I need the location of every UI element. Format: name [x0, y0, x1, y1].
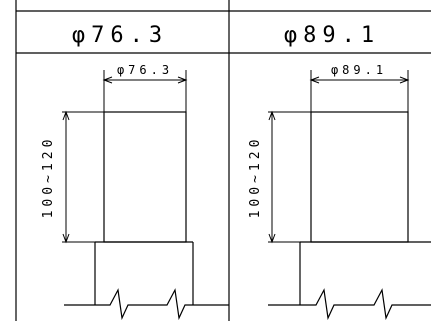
height-arrow-bottom	[62, 233, 70, 244]
height-arrow-top	[62, 110, 70, 121]
width-arrow-left	[102, 76, 113, 84]
column-2-drawing: φ89.1 100~120	[248, 63, 431, 321]
width-arrow-right	[399, 76, 410, 84]
width-arrow-left	[309, 76, 320, 84]
post	[103, 111, 187, 243]
height-label: 100~120	[248, 136, 263, 219]
column-1-drawing: φ76.3 100~120	[41, 63, 229, 321]
column-header-1: φ76.3	[72, 23, 168, 48]
height-arrow-top	[268, 110, 276, 121]
ground-break-line	[64, 288, 229, 321]
width-label: φ89.1	[331, 63, 387, 77]
table-grid	[15, 0, 431, 321]
width-arrow-right	[177, 76, 188, 84]
height-label: 100~120	[41, 136, 56, 219]
post	[310, 111, 409, 243]
ground-break-line	[268, 288, 431, 321]
column-header-2: φ89.1	[284, 23, 380, 48]
width-label: φ76.3	[117, 63, 173, 77]
height-arrow-bottom	[268, 233, 276, 244]
